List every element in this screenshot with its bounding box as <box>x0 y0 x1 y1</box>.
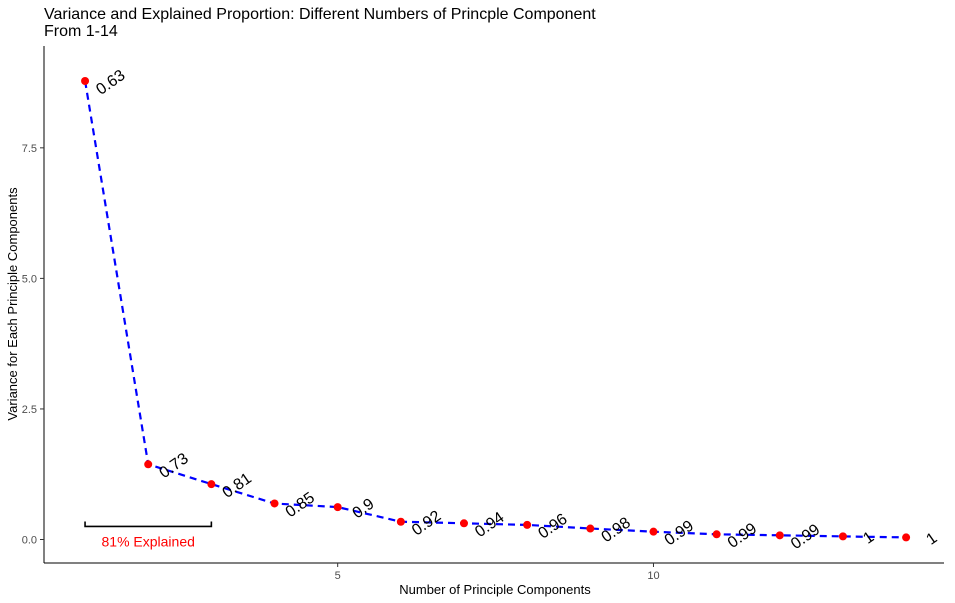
explained-label: 81% Explained <box>102 533 195 549</box>
axes <box>43 46 944 564</box>
explained-bracket <box>84 521 213 528</box>
chart-title: Variance and Explained Proportion: Diffe… <box>44 6 596 40</box>
x-axis-title: Number of Principle Components <box>399 582 591 597</box>
y-tick-label: 2.5 <box>22 404 37 416</box>
proportion-label: 0.96 <box>535 511 570 543</box>
data-point <box>333 503 342 512</box>
x-tick-label: 5 <box>335 570 341 582</box>
data-point <box>838 532 847 541</box>
data-point <box>523 520 532 529</box>
proportion-label: 0.63 <box>93 67 128 99</box>
proportion-label: 0.81 <box>220 470 255 502</box>
y-tick-label: 5.0 <box>22 273 37 285</box>
data-point <box>902 533 911 542</box>
variance-points <box>81 76 911 542</box>
ticks: 5 10 0.0 2.5 5.0 7.5 <box>22 143 660 582</box>
y-tick-label: 7.5 <box>22 143 37 155</box>
data-point <box>586 524 595 533</box>
data-point <box>144 460 153 469</box>
variance-line <box>84 80 907 539</box>
proportion-label: 0.98 <box>599 514 634 546</box>
explained-annotation: 81% Explained <box>84 521 213 549</box>
proportion-label: 1 <box>923 530 940 549</box>
proportion-label: 0.9 <box>350 495 378 522</box>
data-point <box>207 480 216 489</box>
proportion-label: 0.85 <box>283 489 318 521</box>
proportion-label: 0.92 <box>409 508 444 540</box>
data-point <box>270 499 279 508</box>
data-point <box>775 531 784 540</box>
proportion-label: 0.99 <box>788 521 823 553</box>
proportion-label: 1 <box>860 529 877 548</box>
y-tick-label: 0.0 <box>22 535 37 547</box>
proportion-labels: 0.63 0.73 0.81 0.85 0.9 0.92 0.94 0.96 0.98 0.99 0… <box>93 67 940 553</box>
x-tick-label: 10 <box>647 570 659 582</box>
data-point <box>649 527 658 536</box>
data-point <box>712 530 721 539</box>
data-point <box>460 519 468 528</box>
data-point <box>81 76 90 85</box>
proportion-label: 0.73 <box>156 450 191 482</box>
proportion-label: 0.99 <box>662 517 697 549</box>
proportion-label: 0.99 <box>725 520 760 552</box>
proportion-label: 0.94 <box>472 509 507 541</box>
data-point <box>396 517 405 526</box>
y-axis-title: Variance for Each Principle Components <box>5 187 20 421</box>
